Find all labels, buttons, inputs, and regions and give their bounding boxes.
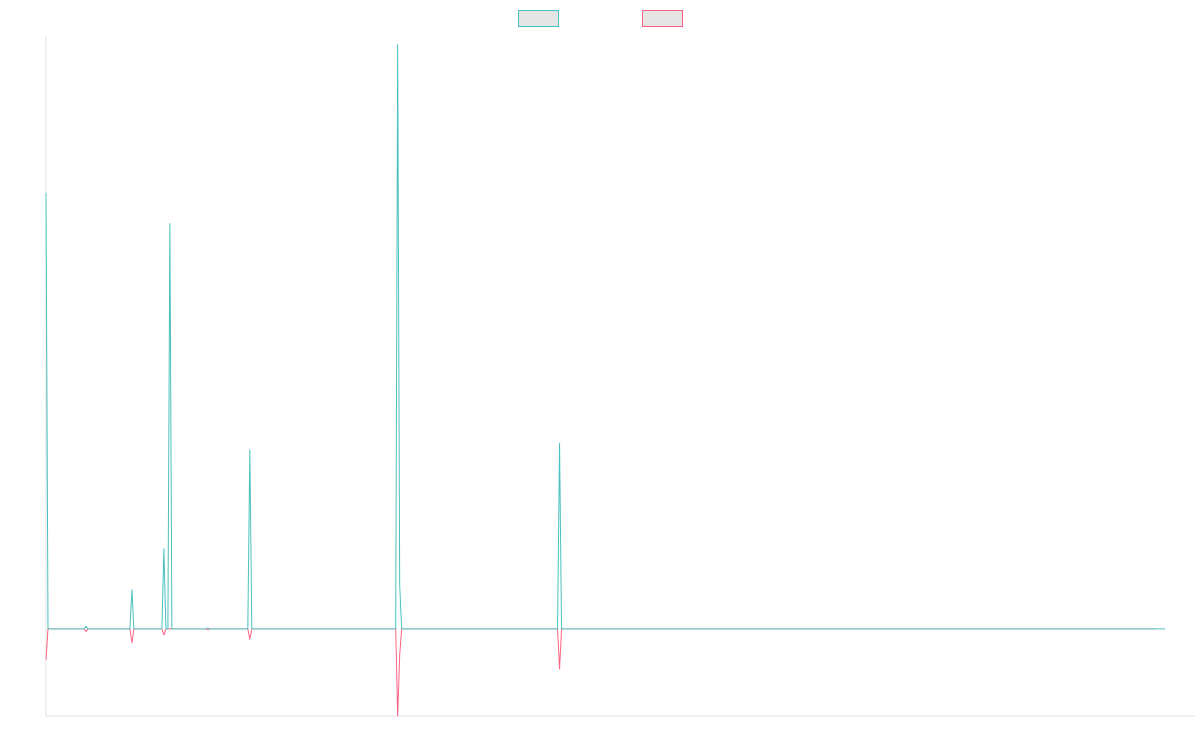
legend-item-2[interactable] — [642, 10, 683, 27]
series-line-2 — [45, 628, 1156, 717]
legend-item-1[interactable] — [518, 10, 559, 27]
chart-legend[interactable] — [518, 10, 683, 27]
legend-swatch-1[interactable] — [518, 10, 559, 27]
chart-axes — [45, 36, 1195, 717]
series-line-1 — [45, 44, 1166, 630]
chart-series — [45, 44, 1166, 717]
legend-swatch-2[interactable] — [642, 10, 683, 27]
